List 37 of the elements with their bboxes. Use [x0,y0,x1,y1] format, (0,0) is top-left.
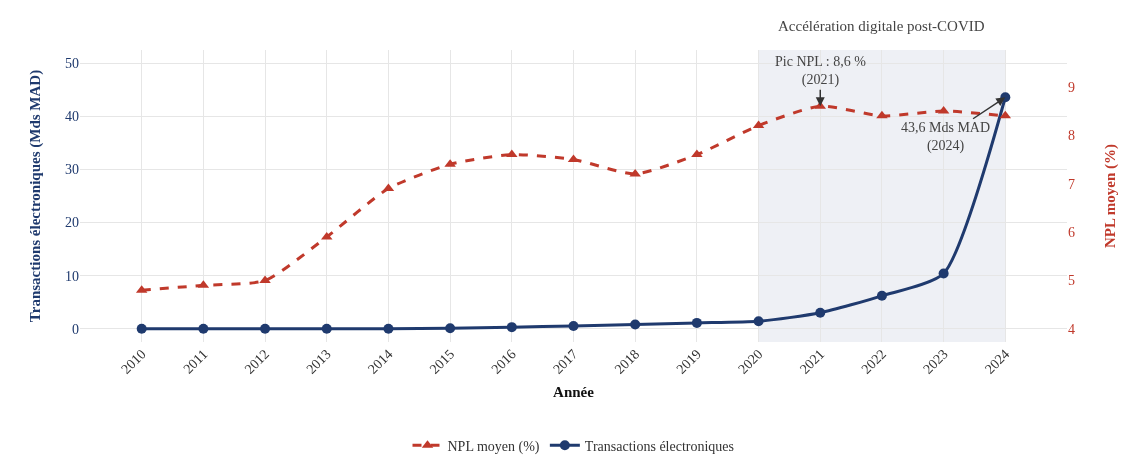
y2-tick-label: 6 [1068,224,1075,240]
y2-axis-title: NPL moyen (%) [1101,143,1119,249]
point [383,323,394,334]
y-tick-label: 30 [65,162,79,178]
y2-tick-label: 9 [1068,79,1075,95]
y2-tick-label: 8 [1068,128,1075,144]
y-tick-label: 0 [72,321,79,337]
y-tick-label: 10 [65,268,79,284]
band-label: Accélération digitale post-COVID [778,18,985,34]
x-axis-title: Année [553,384,595,400]
y2-tick-label: 7 [1068,176,1075,192]
y-tick-label: 20 [65,215,79,231]
point [506,322,517,333]
point [568,321,579,332]
legend-label: Transactions électroniques [584,438,735,454]
point [506,149,518,158]
annotation: 43,6 Mds MAD (2024) [901,120,991,155]
point [136,323,147,334]
x-tick-label: 2011 [180,346,211,377]
annotation: Pic NPL : 8,6 % (2021) [775,54,867,89]
point [630,319,641,330]
point [815,307,826,318]
legend-label: NPL moyen (%) [447,438,540,455]
y2-tick-label: 4 [1068,321,1075,337]
point [691,317,702,328]
point [321,323,332,334]
y2-tick-label: 5 [1068,273,1075,289]
point [445,323,456,334]
y-tick-label: 50 [65,56,79,72]
point [876,290,887,301]
point [260,323,271,334]
y-axis-title: Transactions électroniques (Mds MAD) [27,69,44,323]
point [691,149,703,158]
point [938,268,949,279]
y-tick-label: 40 [65,109,79,125]
point [198,323,209,334]
point [753,316,764,327]
